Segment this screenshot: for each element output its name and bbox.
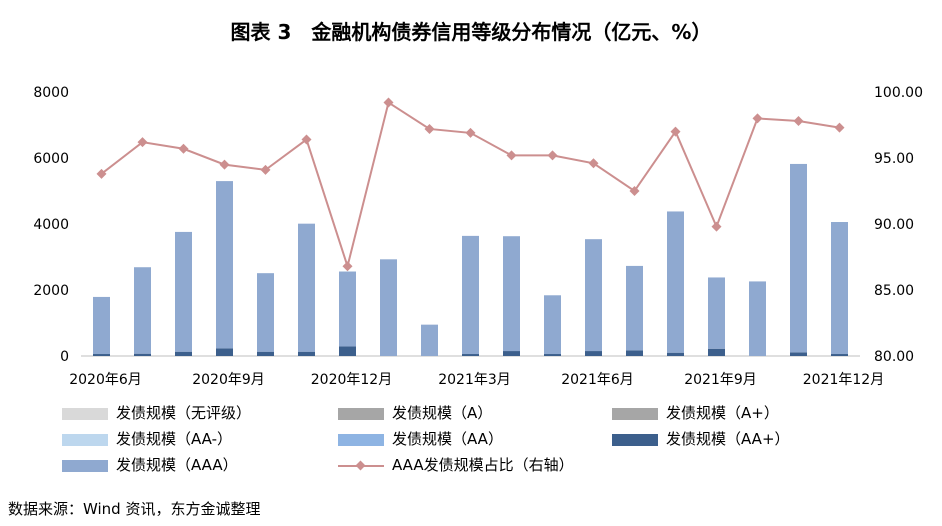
line-point-7 [383, 97, 394, 108]
bar-6-2 [175, 231, 192, 352]
legend-label: 发债规模（无评级） [116, 404, 252, 422]
bar-6-14 [667, 211, 684, 353]
bar-6-4 [257, 273, 274, 352]
bar-6-10 [503, 236, 520, 352]
legend-item: AAA发债规模占比（右轴） [338, 454, 574, 476]
line-point-6 [342, 261, 353, 272]
bar-6-12 [585, 239, 602, 352]
bar-5-15 [708, 348, 725, 356]
legend-swatch [612, 433, 658, 446]
bar-6-8 [421, 324, 438, 356]
legend-item: 发债规模（A+） [612, 402, 779, 424]
source-note: 数据来源：Wind 资讯，东方金诚整理 [8, 500, 261, 518]
legend-label: 发债规模（AA） [392, 430, 503, 448]
bar-6-11 [544, 295, 561, 355]
y-tick-label: 8000 [33, 85, 69, 101]
line-point-3 [219, 159, 230, 170]
bar-5-6 [339, 346, 356, 356]
bar-5-11 [544, 354, 561, 356]
legend-item: 发债规模（AA+） [612, 428, 790, 450]
x-tick-label: 2020年9月 [192, 372, 265, 388]
legend-swatch [62, 459, 108, 472]
line-point-8 [424, 123, 435, 134]
x-tick-label: 2021年12月 [803, 372, 884, 388]
y2-tick-label: 100.00 [874, 85, 923, 101]
x-tick-label: 2021年6月 [561, 372, 634, 388]
bar-6-3 [216, 181, 233, 349]
line-point-4 [260, 164, 271, 175]
legend-swatch [338, 460, 384, 472]
x-tick-label: 2021年3月 [438, 372, 511, 388]
line-point-11 [547, 150, 558, 161]
y-tick-label: 2000 [33, 283, 69, 299]
legend-item: 发债规模（AAA） [62, 454, 238, 476]
y2-tick-label: 80.00 [874, 349, 914, 365]
chart-plot: 0 2000 4000 6000 8000 80.00 85.00 90.00 95.00 100… [33, 85, 923, 388]
legend-label: 发债规模（AA+） [666, 430, 790, 448]
bar-5-12 [585, 351, 602, 356]
y2-tick-label: 95.00 [874, 151, 914, 167]
bar-6-17 [790, 163, 807, 353]
line-point-14 [670, 126, 681, 137]
bar-5-13 [626, 350, 643, 356]
line-point-13 [629, 186, 640, 196]
y-tick-label: 4000 [33, 217, 69, 233]
chart-title: 图表 3 金融机构债券信用等级分布情况（亿元、%） [230, 20, 712, 44]
bar-6-5 [298, 223, 315, 352]
line-point-18 [834, 122, 845, 133]
legend-swatch [612, 407, 658, 420]
bar-6-15 [708, 277, 725, 349]
line-point-5 [301, 134, 312, 145]
legend-swatch [338, 407, 384, 420]
legend-item: 发债规模（无评级） [62, 402, 251, 424]
bar-6-16 [749, 281, 766, 356]
legend-item: 发债规模（AA） [338, 428, 503, 450]
bar-5-4 [257, 351, 274, 356]
bar-6-0 [93, 296, 110, 355]
legend-swatch [62, 407, 108, 420]
line-point-12 [588, 158, 599, 169]
bar-5-3 [216, 348, 233, 356]
line-point-10 [506, 150, 517, 161]
legend-label: 发债规模（A+） [666, 404, 779, 422]
legend-label: AAA发债规模占比（右轴） [392, 456, 574, 474]
bar-5-0 [93, 354, 110, 356]
bar-5-9 [462, 354, 479, 356]
x-tick-label: 2021年9月 [684, 372, 757, 388]
legend-item: 发债规模（AA-） [62, 428, 232, 450]
legend-swatch [62, 433, 108, 446]
y2-tick-label: 85.00 [874, 283, 914, 299]
y-tick-label: 6000 [33, 151, 69, 167]
legend-label: 发债规模（AAA） [116, 456, 238, 474]
bar-6-6 [339, 271, 356, 347]
bar-6-1 [134, 267, 151, 354]
bar-5-1 [134, 353, 151, 356]
legend-label: 发债规模（AA-） [116, 430, 233, 448]
bar-6-9 [462, 235, 479, 355]
y2-tick-label: 90.00 [874, 217, 914, 233]
line-point-9 [465, 127, 476, 138]
legend-item: 发债规模（A） [338, 402, 492, 424]
bar-5-17 [790, 352, 807, 356]
bar-6-7 [380, 259, 397, 356]
bar-6-13 [626, 265, 643, 351]
bar-5-10 [503, 351, 520, 356]
legend-label: 发债规模（A） [392, 404, 493, 422]
bar-5-14 [667, 352, 684, 356]
line-point-17 [793, 116, 804, 127]
bar-5-5 [298, 351, 315, 356]
bar-6-18 [831, 222, 848, 355]
line-point-2 [178, 143, 189, 154]
line-point-16 [752, 113, 763, 124]
line-point-0 [96, 168, 107, 179]
x-tick-label: 2020年6月 [69, 372, 142, 388]
x-tick-label: 2020年12月 [311, 372, 392, 388]
bar-5-2 [175, 351, 192, 356]
bar-5-18 [831, 354, 848, 356]
line-point-1 [137, 137, 148, 148]
y-tick-label: 0 [60, 349, 69, 365]
legend-swatch [338, 433, 384, 446]
line-point-15 [711, 221, 722, 232]
